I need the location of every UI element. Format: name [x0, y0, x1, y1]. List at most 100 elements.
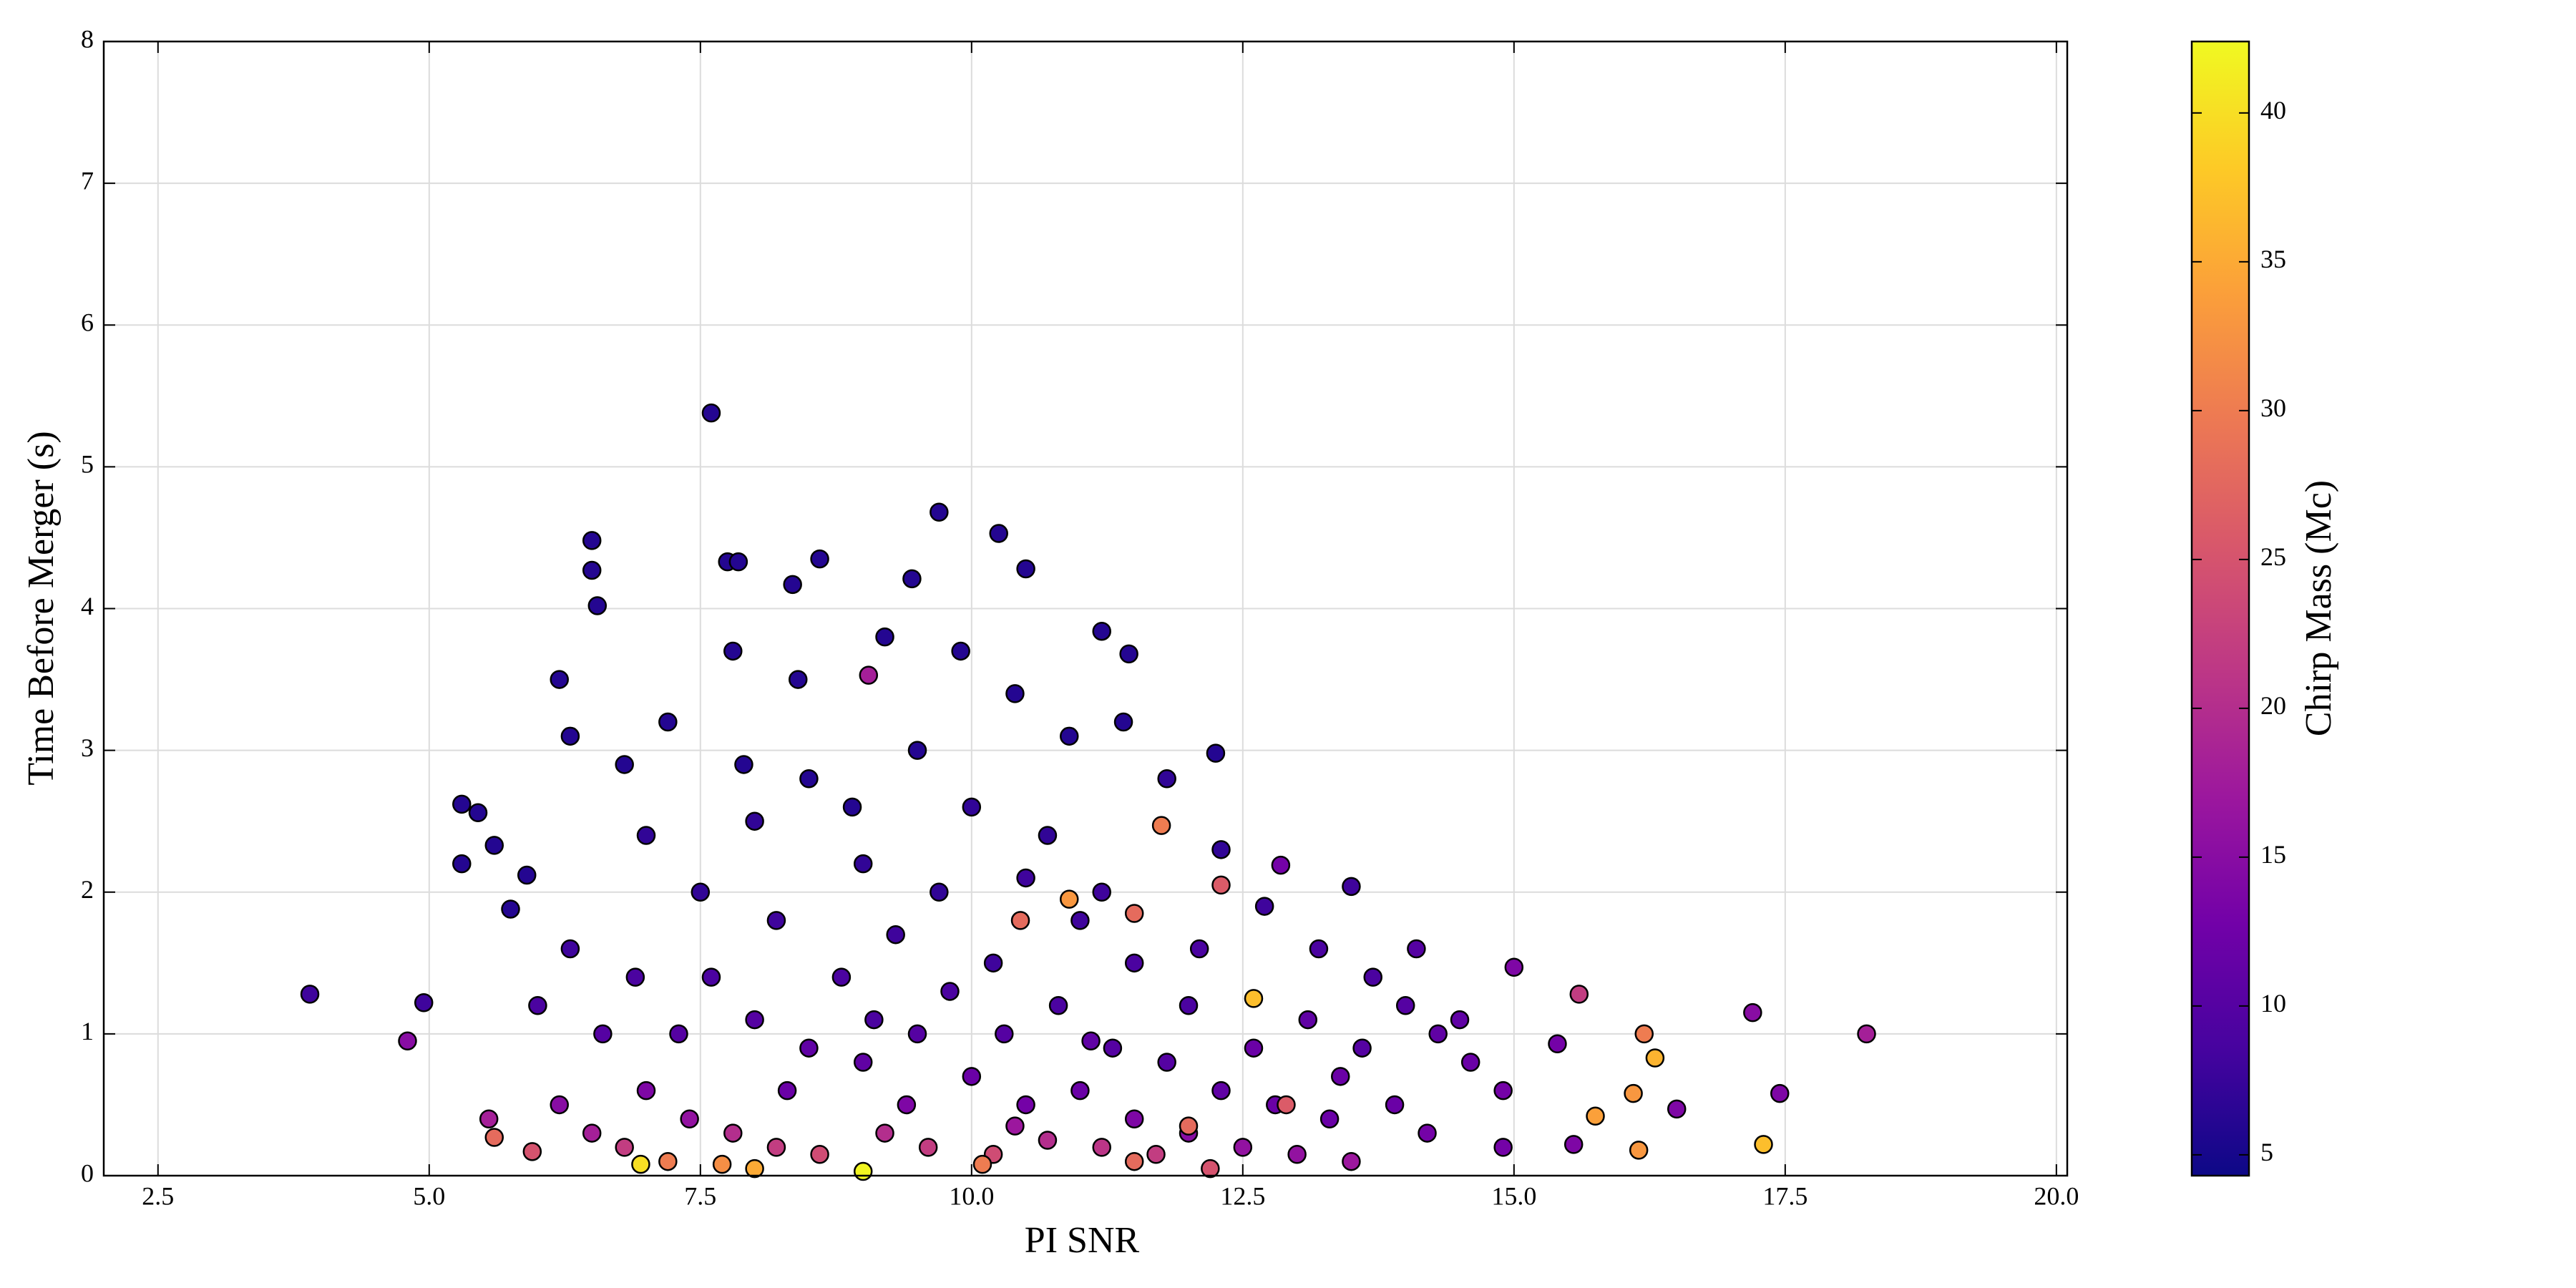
y-tick-label: 1	[81, 1017, 94, 1045]
data-point	[484, 836, 504, 855]
data-point	[582, 560, 602, 580]
data-point	[1005, 684, 1025, 703]
data-point	[1319, 1109, 1340, 1128]
data-point	[593, 1024, 613, 1044]
data-point	[1211, 840, 1231, 859]
data-point	[875, 627, 894, 647]
colorbar-tick-label: 25	[2260, 542, 2286, 571]
data-point	[1586, 1106, 1605, 1126]
data-point	[1634, 1024, 1654, 1044]
colorbar-tick-label: 35	[2260, 245, 2286, 273]
data-point	[886, 924, 905, 945]
colorbar	[2190, 40, 2250, 1177]
x-tick-label: 17.5	[1762, 1181, 1807, 1210]
data-point	[1233, 1138, 1253, 1157]
data-point	[1124, 953, 1144, 973]
y-tick-label: 3	[81, 733, 94, 762]
data-point	[1352, 1038, 1372, 1058]
data-point	[1179, 1116, 1199, 1136]
x-tick-label: 15.0	[1491, 1181, 1536, 1210]
data-point	[669, 1024, 688, 1044]
x-tick-label: 20.0	[2034, 1181, 2079, 1210]
y-tick-label: 4	[81, 592, 94, 620]
data-point	[1342, 1151, 1361, 1171]
data-point	[853, 1161, 873, 1181]
colorbar-label: Chirp Mass (Mc)	[2298, 480, 2339, 736]
data-point	[691, 882, 711, 902]
data-point	[712, 1154, 732, 1174]
data-point	[1157, 1053, 1176, 1072]
data-point	[745, 811, 764, 831]
data-point	[1342, 877, 1361, 897]
data-point	[680, 1109, 699, 1128]
data-point	[582, 531, 602, 550]
data-point	[1645, 1048, 1665, 1068]
data-point	[1493, 1080, 1513, 1101]
data-point	[1624, 1083, 1643, 1103]
data-point	[1754, 1135, 1773, 1154]
data-point	[1563, 1135, 1584, 1154]
data-point	[631, 1154, 650, 1174]
data-point	[1211, 875, 1231, 895]
y-tick-label: 6	[81, 308, 94, 337]
data-point	[1151, 816, 1171, 835]
data-point	[1092, 882, 1111, 902]
data-point	[517, 865, 537, 885]
data-point	[734, 755, 753, 774]
data-point	[1048, 996, 1068, 1015]
data-point	[484, 1128, 504, 1147]
data-point	[1331, 1067, 1350, 1086]
data-point	[468, 803, 488, 823]
data-point	[799, 769, 819, 789]
data-point	[810, 549, 829, 569]
data-point	[1569, 985, 1589, 1004]
data-point	[560, 939, 580, 959]
data-point	[766, 911, 786, 930]
data-point	[1103, 1038, 1123, 1058]
colorbar-tick-label: 5	[2260, 1138, 2273, 1166]
data-point	[636, 826, 656, 845]
data-point	[930, 502, 949, 522]
data-point	[983, 953, 1003, 973]
data-point	[1206, 743, 1226, 763]
data-point	[907, 741, 927, 760]
data-point	[1418, 1123, 1437, 1143]
data-point	[842, 797, 862, 817]
data-point	[1450, 1010, 1470, 1030]
data-point	[1770, 1083, 1790, 1103]
data-point	[1493, 1138, 1513, 1157]
x-tick-label: 5.0	[413, 1181, 445, 1210]
data-point	[1189, 939, 1209, 959]
data-point	[897, 1095, 917, 1115]
data-point	[859, 665, 879, 685]
data-point	[745, 1158, 764, 1179]
data-point	[1038, 1131, 1058, 1150]
data-point	[1743, 1002, 1762, 1023]
data-point	[1005, 1116, 1025, 1136]
data-point	[1092, 621, 1111, 641]
data-point	[940, 982, 960, 1001]
y-tick-label: 5	[81, 450, 94, 479]
data-point	[1070, 911, 1090, 930]
y-axis-label: Time Before Merger (s)	[21, 431, 62, 785]
data-point	[582, 1123, 602, 1143]
data-point	[962, 797, 982, 817]
data-point	[907, 1024, 927, 1044]
data-point	[1460, 1053, 1480, 1072]
data-point	[1254, 897, 1274, 916]
data-point	[550, 1095, 569, 1115]
data-point	[501, 899, 520, 919]
x-tick-label: 2.5	[142, 1181, 174, 1210]
data-point	[1629, 1141, 1649, 1160]
data-point	[777, 1080, 797, 1101]
data-point	[398, 1031, 417, 1051]
data-point	[1548, 1034, 1567, 1053]
data-point	[1667, 1099, 1687, 1119]
data-point	[1385, 1095, 1405, 1115]
data-point	[745, 1010, 764, 1030]
data-point	[1179, 996, 1199, 1015]
data-point	[1309, 939, 1329, 959]
data-point	[1081, 1031, 1101, 1051]
data-point	[766, 1138, 786, 1157]
